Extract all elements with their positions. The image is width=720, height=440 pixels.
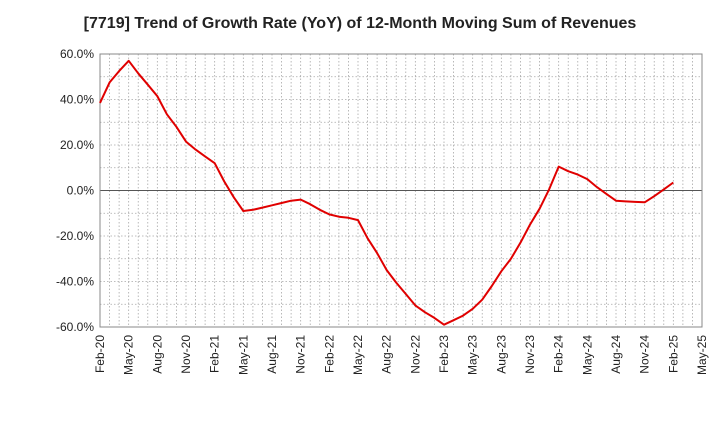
y-tick-label: -60.0% bbox=[56, 320, 94, 334]
x-tick-label: Aug-23 bbox=[494, 335, 508, 374]
y-tick-label: 0.0% bbox=[67, 184, 95, 198]
x-tick-label: May-22 bbox=[351, 335, 365, 375]
x-tick-label: Nov-21 bbox=[294, 335, 308, 374]
y-tick-label: 40.0% bbox=[60, 93, 94, 107]
x-tick-label: May-23 bbox=[466, 335, 480, 375]
x-tick-label: Feb-23 bbox=[437, 335, 451, 373]
x-tick-label: Aug-21 bbox=[265, 335, 279, 374]
x-tick-label: Aug-22 bbox=[380, 335, 394, 374]
x-tick-label: Nov-24 bbox=[638, 335, 652, 374]
series-line bbox=[99, 59, 674, 326]
x-tick-label: Feb-25 bbox=[666, 335, 680, 373]
x-tick-label: May-21 bbox=[236, 335, 250, 375]
x-tick-label: May-24 bbox=[580, 335, 594, 375]
x-tick-label: Feb-20 bbox=[93, 335, 107, 373]
x-tick-label: Nov-20 bbox=[179, 335, 193, 374]
x-tick-label: Feb-22 bbox=[322, 335, 336, 373]
plot-frame bbox=[99, 53, 703, 328]
y-tick-label: 20.0% bbox=[60, 138, 94, 152]
x-tick-label: Aug-24 bbox=[609, 335, 623, 374]
x-tick-label: May-20 bbox=[122, 335, 136, 375]
y-tick-label: -40.0% bbox=[56, 275, 94, 289]
y-tick-label: -20.0% bbox=[56, 229, 94, 243]
chart-title: [7719] Trend of Growth Rate (YoY) of 12-… bbox=[83, 15, 637, 32]
y-tick-label: 60.0% bbox=[60, 47, 94, 61]
x-tick-label: Feb-24 bbox=[552, 335, 566, 373]
x-tick-label: Aug-20 bbox=[150, 335, 164, 374]
x-tick-label: Nov-22 bbox=[408, 335, 422, 374]
x-tick-label: May-25 bbox=[695, 335, 709, 375]
x-tick-label: Feb-21 bbox=[208, 335, 222, 373]
x-tick-label: Nov-23 bbox=[523, 335, 537, 374]
